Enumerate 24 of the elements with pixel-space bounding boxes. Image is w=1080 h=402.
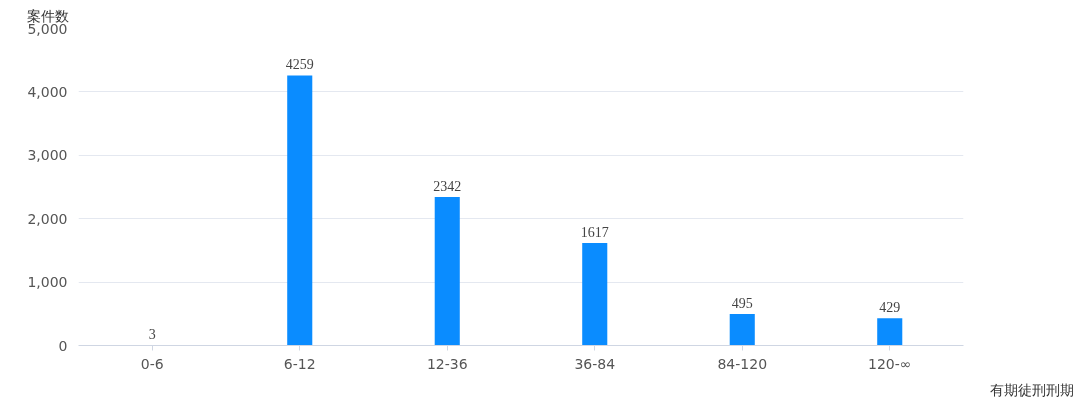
bar bbox=[582, 242, 608, 346]
bar bbox=[287, 75, 313, 346]
data-label: 429 bbox=[879, 300, 901, 316]
x-tick-label: 6-12 bbox=[283, 355, 316, 372]
x-tick-label: 12-36 bbox=[426, 355, 468, 372]
x-axis-title: 有期徒刑刑期 bbox=[989, 381, 1074, 398]
y-tick-label: 1,000 bbox=[27, 274, 68, 291]
data-label: 3 bbox=[148, 327, 156, 343]
data-label: 2342 bbox=[433, 179, 462, 195]
bar bbox=[434, 197, 460, 346]
y-tick-label: 4,000 bbox=[27, 83, 68, 100]
x-tick-label: 84-120 bbox=[717, 355, 768, 372]
data-label: 495 bbox=[731, 296, 753, 312]
bar bbox=[877, 318, 903, 346]
y-axis-title: 案件数 bbox=[26, 7, 69, 24]
x-tick-label: 36-84 bbox=[574, 355, 616, 372]
x-tick-label: 0-6 bbox=[140, 355, 164, 372]
bar bbox=[729, 314, 755, 346]
data-label: 4259 bbox=[285, 57, 314, 73]
y-tick-label: 3,000 bbox=[27, 147, 68, 164]
y-tick-label: 2,000 bbox=[27, 210, 68, 227]
y-tick-label: 0 bbox=[58, 337, 68, 354]
x-tick-label: 120-∞ bbox=[868, 355, 912, 372]
data-label: 1617 bbox=[580, 224, 609, 240]
